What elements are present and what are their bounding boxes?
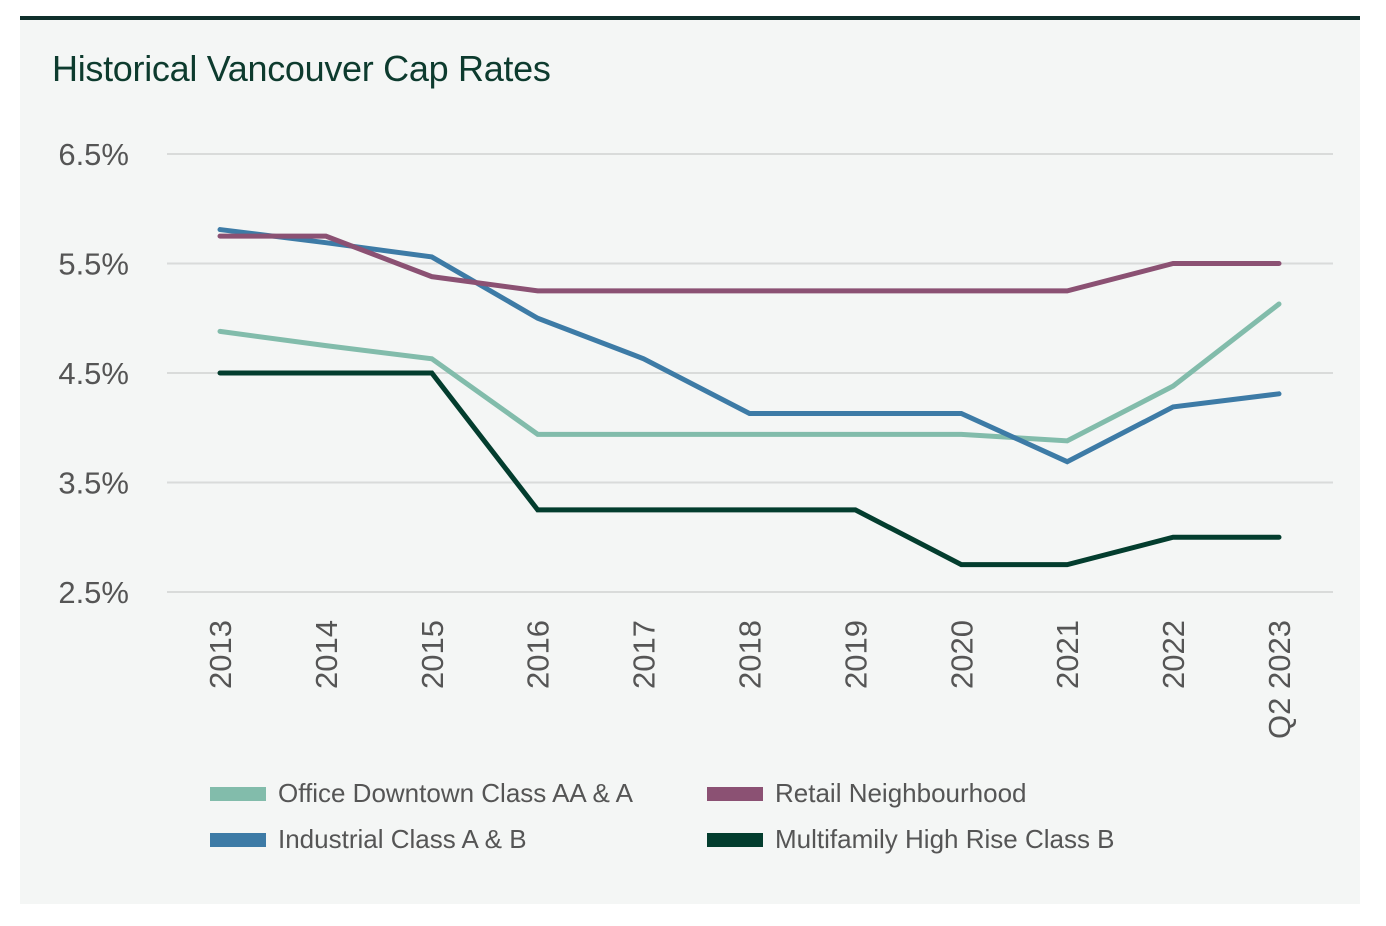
legend-label-multifamily: Multifamily High Rise Class B — [775, 824, 1115, 854]
x-tick-label: 2014 — [309, 620, 344, 689]
legend-swatch-multifamily — [707, 832, 763, 847]
x-tick-label: 2020 — [944, 620, 979, 689]
legend-item-industrial: Industrial Class A & B — [210, 824, 527, 855]
series-line-multifamily-high-rise-class-b — [217, 370, 1282, 568]
legend-label-retail: Retail Neighbourhood — [775, 778, 1027, 808]
legend-swatch-office — [210, 786, 266, 801]
top-accent-bar — [20, 16, 1360, 20]
x-tick-label: 2013 — [203, 620, 238, 689]
x-tick-label: 2018 — [733, 620, 768, 689]
y-tick-label: 5.5% — [58, 247, 129, 282]
legend-item-office: Office Downtown Class AA & A — [210, 778, 633, 809]
chart-card — [20, 16, 1360, 904]
x-tick-label: 2022 — [1156, 620, 1191, 689]
legend-label-industrial: Industrial Class A & B — [278, 824, 527, 854]
legend-label-office: Office Downtown Class AA & A — [278, 778, 634, 808]
legend-swatch-industrial — [210, 832, 266, 847]
legend-swatch-retail — [707, 786, 763, 801]
x-tick-label: 2019 — [838, 620, 873, 689]
x-tick-label: 2015 — [415, 620, 450, 689]
x-tick-label: 2021 — [1050, 620, 1085, 689]
y-tick-label: 4.5% — [58, 356, 129, 391]
y-tick-label: 6.5% — [58, 137, 129, 172]
legend-item-retail: Retail Neighbourhood — [707, 778, 1027, 809]
y-tick-label: 3.5% — [58, 466, 129, 501]
legend-item-multifamily: Multifamily High Rise Class B — [707, 824, 1115, 855]
chart-title: Historical Vancouver Cap Rates — [52, 48, 551, 89]
x-tick-label: Q2 2023 — [1262, 620, 1297, 739]
y-tick-label: 2.5% — [58, 575, 129, 610]
x-tick-label: 2017 — [627, 620, 662, 689]
x-tick-label: 2016 — [521, 620, 556, 689]
